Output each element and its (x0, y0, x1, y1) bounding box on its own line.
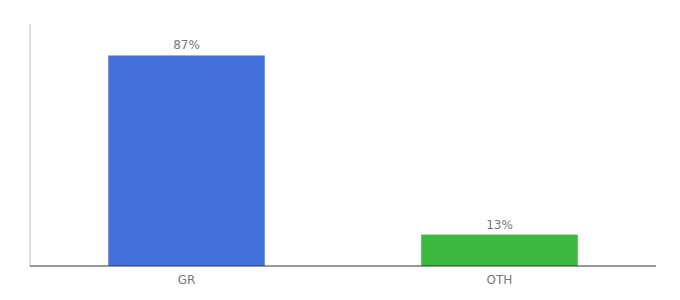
chart: 87% 13% GR OTH (0, 0, 680, 300)
data-label: 87% (173, 38, 200, 52)
bar (108, 55, 265, 266)
chart-container: 87% 13% GR OTH (0, 0, 680, 300)
bar (421, 235, 578, 266)
x-tick-label: GR (178, 273, 196, 287)
data-label: 13% (486, 218, 513, 232)
bars (108, 55, 578, 266)
x-axis-line (30, 266, 656, 267)
x-tick-label: OTH (487, 273, 513, 287)
y-axis-line (30, 24, 31, 266)
